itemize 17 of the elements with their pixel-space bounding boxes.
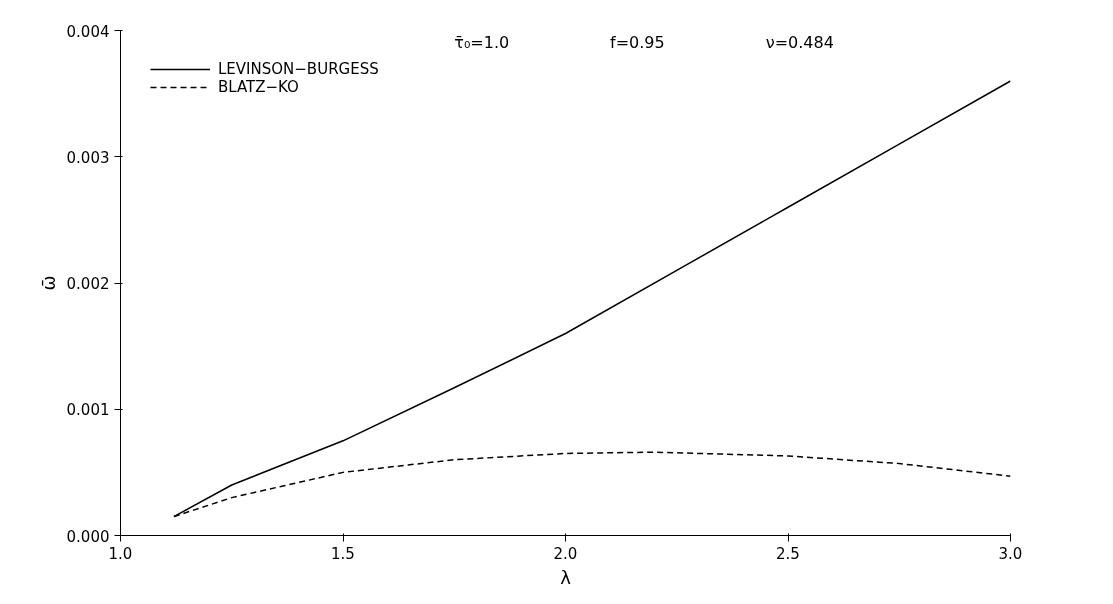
x-tick-label: 3.0: [998, 544, 1023, 563]
y-tick-label: 0.003: [66, 148, 110, 167]
x-tick-label: 1.5: [331, 544, 355, 563]
y-tick-label: 0.000: [66, 527, 110, 546]
legend-label: BLATZ−KO: [218, 78, 299, 96]
x-tick-label: 1.0: [108, 544, 133, 563]
annotation: τ̄₀=1.0: [454, 32, 510, 52]
x-axis-title: λ: [560, 566, 572, 588]
annotation: f=0.95: [610, 32, 665, 52]
y-tick-label: 0.002: [66, 275, 110, 293]
annotation: ν=0.484: [765, 32, 834, 52]
y-tick-label: 0.001: [66, 401, 110, 420]
y-tick-label: 0.004: [66, 22, 110, 41]
x-tick-label: 2.0: [553, 544, 578, 563]
y-axis-title: ω̄: [37, 275, 59, 291]
x-tick-label: 2.5: [776, 544, 800, 563]
legend-label: LEVINSON−BURGESS: [218, 60, 379, 78]
